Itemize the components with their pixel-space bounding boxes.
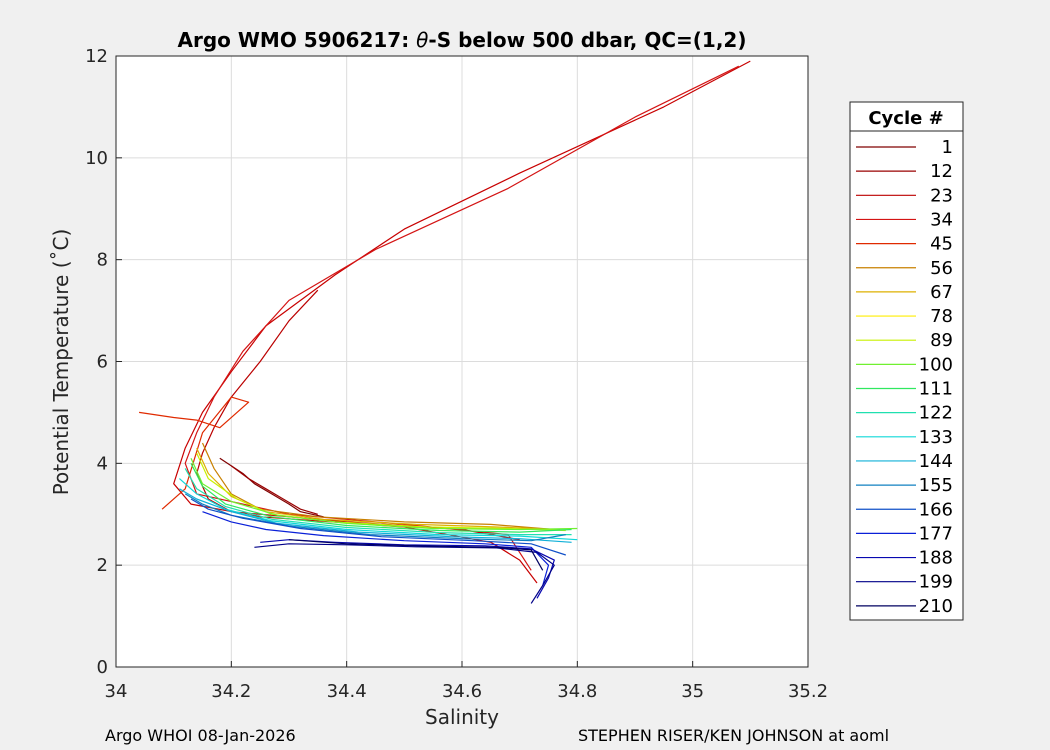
legend-entry: 144 [856,451,953,472]
legend-label: 45 [930,234,953,255]
legend-label: 155 [919,475,953,496]
legend-entry: 12 [856,161,953,182]
legend-label: 122 [919,403,953,424]
y-axis-label: Potential Temperature (˚C) [49,229,73,496]
y-tick-label: 8 [97,250,108,271]
x-tick-label: 35 [681,681,704,702]
profile-line-14 [184,493,566,542]
x-tick-label: 34.2 [211,681,251,702]
legend-entry: 23 [856,185,953,206]
legend-label: 199 [919,572,953,593]
y-tick-label: 12 [85,46,108,67]
legend-entry: 122 [856,403,953,424]
profile-line-15 [190,498,566,556]
footer-left: Argo WHOI 08-Jan-2026 [105,726,296,745]
y-axis: 0 2 4 6 8 10 12 [85,46,122,678]
legend-entry: 177 [856,523,953,544]
legend-label: 89 [930,330,953,351]
profile-line-7 [196,447,561,531]
legend-label: 23 [930,185,953,206]
legend-entry: 166 [856,499,953,520]
legend-entry: 100 [856,354,953,375]
x-tick-label: 34.4 [327,681,367,702]
legend-entry: 188 [856,548,953,569]
x-tick-label: 34.6 [442,681,482,702]
legend-entry: 133 [856,427,953,448]
legend-label: 78 [930,306,953,327]
profile-line-19 [288,539,544,571]
profile-line-16 [202,511,550,586]
legend-label: 56 [930,258,953,279]
y-tick-label: 2 [97,555,108,576]
series-group [139,60,751,604]
legend-entry: 34 [856,209,953,230]
x-axis: 34 34.2 34.4 34.6 34.8 35 35.2 [105,661,828,702]
y-tick-label: 10 [85,148,108,169]
x-tick-label: 34 [105,681,128,702]
legend-label: 12 [930,161,953,182]
legend-entries: 1 12 23 34 45 56 67 78 89 100 111 122 133 144 155 166 17… [856,137,953,617]
profile-line-5 [139,396,250,510]
legend-entry: 155 [856,475,953,496]
y-tick-label: 0 [97,657,108,678]
legend-label: 188 [919,548,953,569]
x-tick-label: 35.2 [788,681,828,702]
footer-right: STEPHEN RISER/KEN JOHNSON at aoml [578,726,889,745]
x-axis-label: Salinity [425,705,499,729]
profile-line-9 [190,457,578,531]
legend-label: 34 [930,209,953,230]
legend-entry: 1 [856,137,953,158]
legend-label: 100 [919,354,953,375]
chart-title: Argo WMO 5906217: θ-S below 500 dbar, QC… [178,28,747,52]
legend-label: 177 [919,523,953,544]
y-tick-label: 4 [97,453,108,474]
legend-entry: 56 [856,258,953,279]
legend-entry: 78 [856,306,953,327]
legend-entry: 199 [856,572,953,593]
x-tick-label: 34.8 [557,681,597,702]
profile-line-4 [230,465,318,515]
legend-label: 1 [942,137,953,158]
legend-entry: 210 [856,596,953,617]
legend-label: 166 [919,499,953,520]
legend-entry: 89 [856,330,953,351]
profile-line-11 [184,468,572,536]
legend-label: 67 [930,282,953,303]
legend-label: 111 [919,379,953,400]
legend-label: 210 [919,596,953,617]
profile-line-10 [190,463,572,533]
profile-line-6 [201,442,555,531]
y-tick-label: 6 [97,352,108,373]
profile-line-3 [219,457,324,518]
legend-label: 133 [919,427,953,448]
profile-line-13 [179,488,572,543]
legend-title: Cycle # [868,108,943,129]
legend-entry: 67 [856,282,953,303]
legend-entry: 111 [856,379,953,400]
profile-line-12 [179,478,578,541]
legend-entry: 45 [856,234,953,255]
legend-label: 144 [919,451,953,472]
legend: Cycle # 1 12 23 34 45 56 67 78 89 100 111 122 133 144… [849,101,964,621]
